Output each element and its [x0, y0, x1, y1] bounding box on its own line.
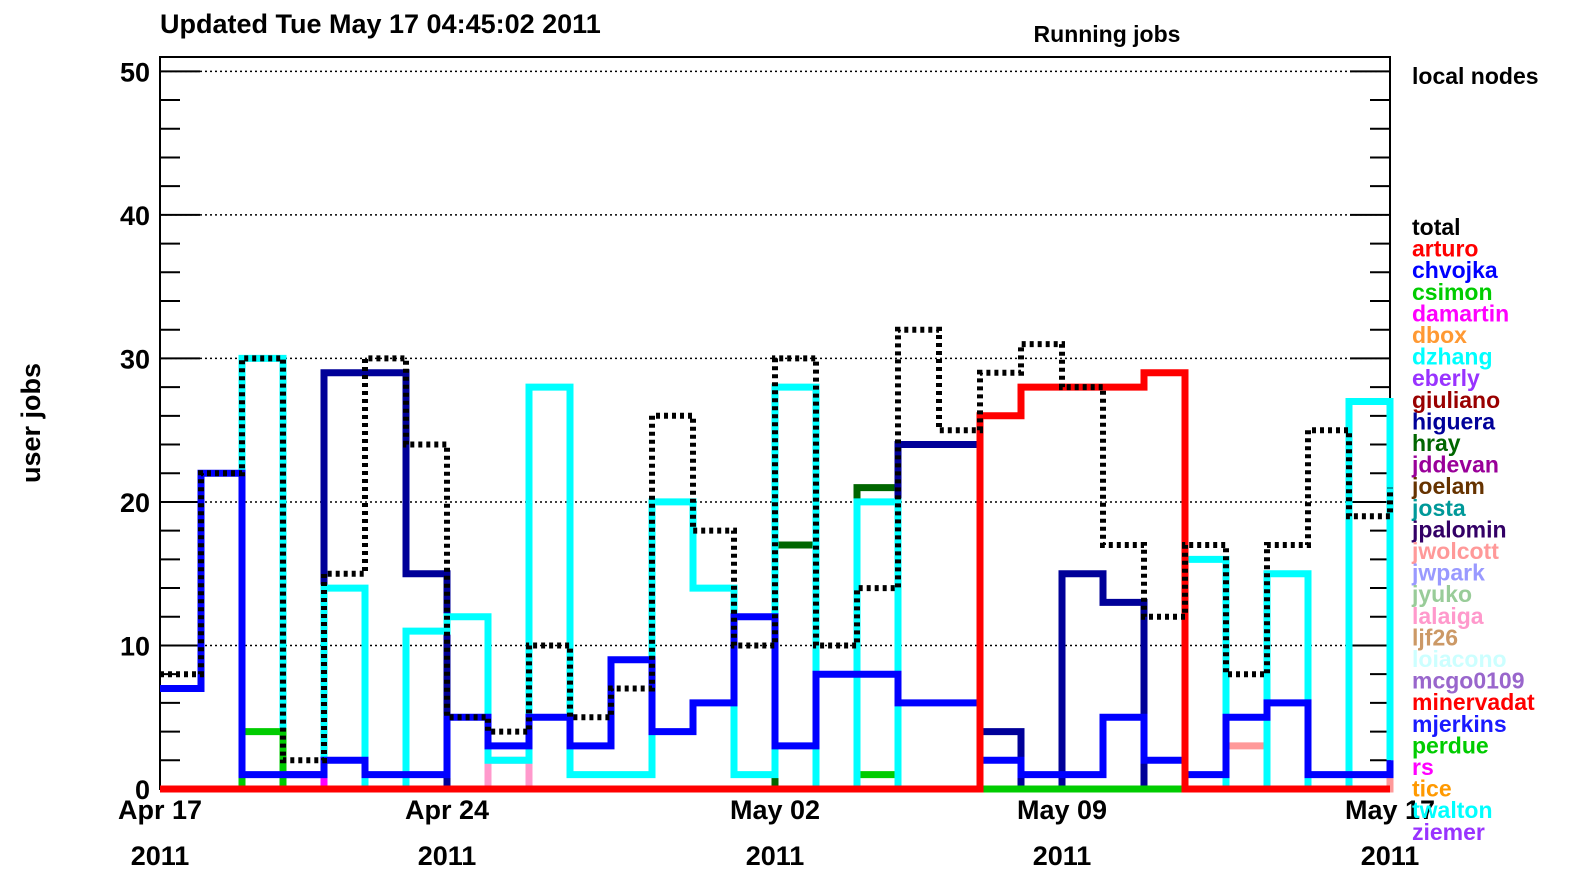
y-tick-label: 40 [120, 201, 150, 231]
legend-entry: jyuko [1411, 581, 1472, 607]
series-line [160, 326, 1393, 764]
legend-entry: ziemer [1412, 819, 1485, 845]
y-tick-label: 20 [120, 488, 150, 518]
x-tick-label: Apr 24 2011 [405, 795, 489, 871]
y-tick-label: 30 [120, 344, 150, 374]
legend-entry: arturo [1412, 236, 1478, 262]
legend-entry: total [1412, 214, 1461, 240]
legend-entry: mcgo0109 [1412, 668, 1525, 694]
y-tick-label: 50 [120, 57, 150, 87]
legend-entry: eberly [1412, 365, 1480, 391]
chart-title: Running jobs [1034, 21, 1181, 47]
legend-entry: hray [1412, 430, 1461, 456]
annotation: local nodes [1412, 63, 1539, 89]
legend-entry: giuliano [1412, 387, 1500, 413]
legend-entry: csimon [1412, 279, 1493, 305]
legend-entry: jwpark [1411, 560, 1485, 586]
y-axis-label: user jobs [16, 363, 46, 483]
legend-entry: tice [1412, 776, 1452, 802]
legend-entry: damartin [1412, 300, 1509, 326]
series-line [160, 354, 1394, 793]
legend-entry: rs [1412, 754, 1434, 780]
legend-entry: chvojka [1412, 257, 1498, 283]
x-tick-label: May 17 2011 [1345, 795, 1435, 871]
x-tick-label: May 09 2011 [1017, 795, 1107, 871]
legend-entry: mjerkins [1412, 711, 1507, 737]
chart-subtitle: Updated Tue May 17 04:45:02 2011 [160, 9, 601, 39]
legend-entry: lalaiga [1412, 603, 1484, 629]
legend-entry: higuera [1412, 408, 1495, 434]
legend-entry: minervadat [1412, 689, 1535, 715]
legend-entry: josta [1411, 495, 1466, 521]
legend-entry: loiacono [1412, 646, 1507, 672]
legend-entry: twalton [1412, 797, 1493, 823]
legend-entry: jddevan [1411, 452, 1499, 478]
x-tick-label: Apr 17 2011 [118, 795, 202, 871]
series-line [160, 369, 1390, 793]
x-tick-label: May 02 2011 [730, 795, 820, 871]
y-tick-label: 0 [135, 775, 150, 805]
legend-entry: dbox [1412, 322, 1467, 348]
legend-entry: perdue [1412, 732, 1489, 758]
y-tick-label: 10 [120, 631, 150, 661]
legend-entry: ljf26 [1412, 624, 1458, 650]
legend-entry: joelam [1411, 473, 1485, 499]
legend-entry: jwolcott [1411, 538, 1499, 564]
legend-entry: jpalomin [1411, 516, 1507, 542]
legend-entry: dzhang [1412, 344, 1493, 370]
